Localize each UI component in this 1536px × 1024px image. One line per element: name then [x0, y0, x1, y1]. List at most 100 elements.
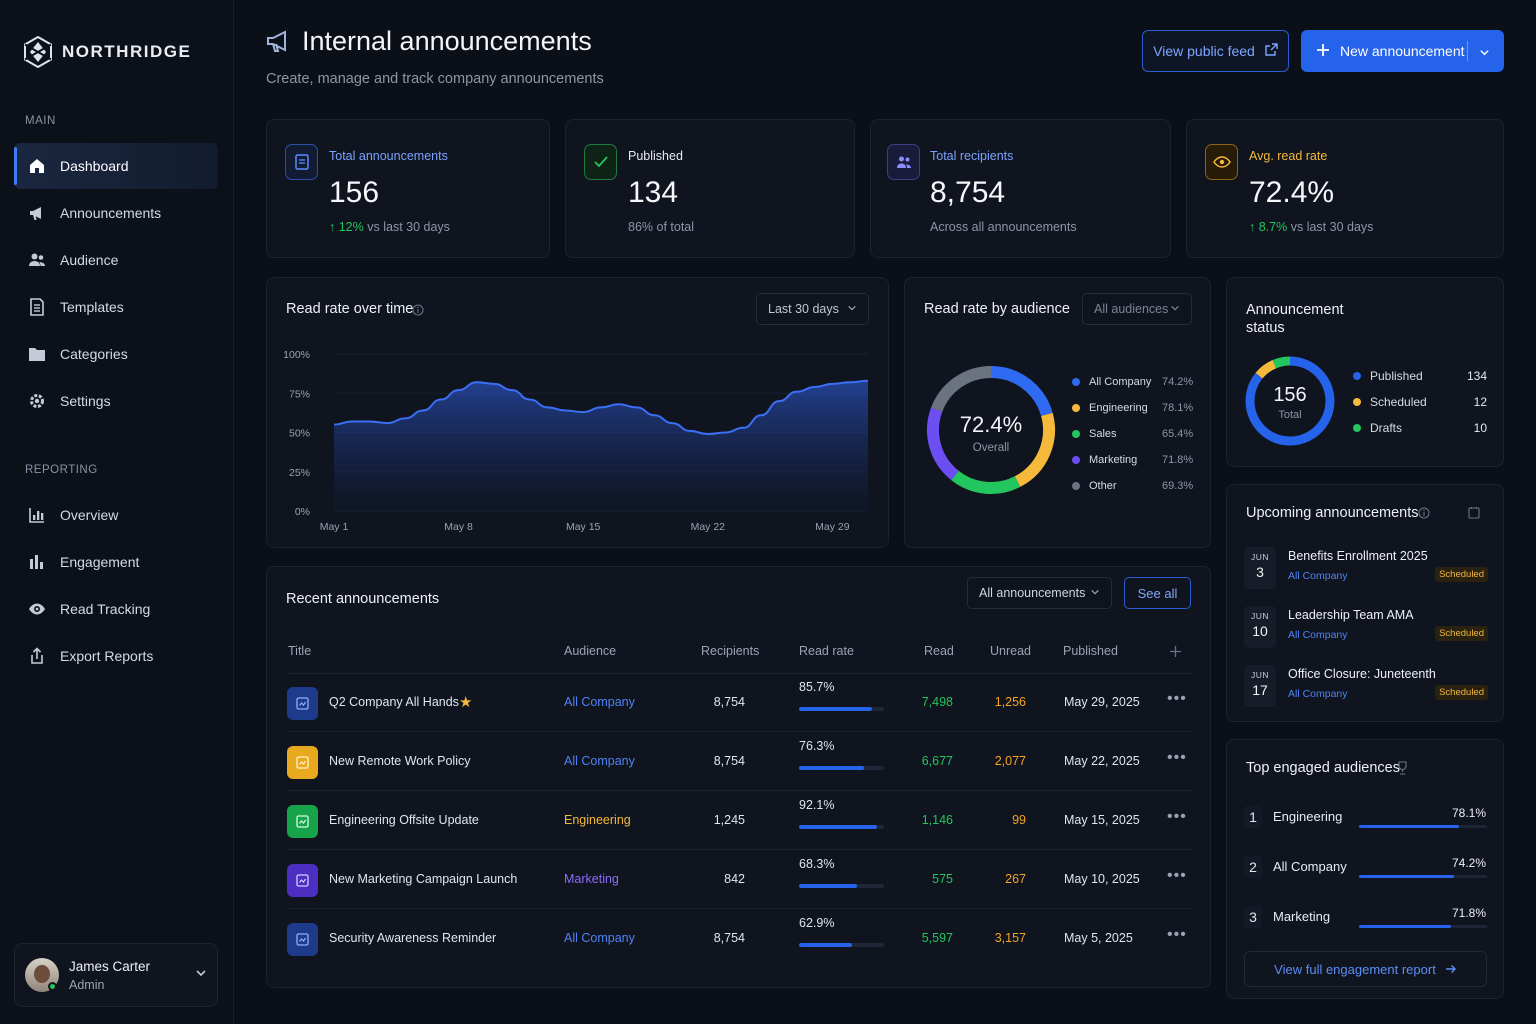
- column-header-audience[interactable]: Audience: [564, 644, 617, 658]
- legend-item: Marketing 71.8%: [1072, 454, 1193, 466]
- document-icon: [28, 298, 46, 316]
- legend-swatch: [1353, 398, 1361, 406]
- x-tick-label: May 1: [320, 521, 349, 533]
- upcoming-audience[interactable]: All Company: [1288, 570, 1348, 582]
- upcoming-item[interactable]: JUN 3 Benefits Enrollment 2025 All Company S…: [1244, 547, 1488, 591]
- rank-number: 3: [1244, 906, 1262, 928]
- sidebar-item-templates[interactable]: Templates: [14, 284, 218, 330]
- legend-item: Drafts 10: [1353, 421, 1487, 435]
- info-icon[interactable]: [412, 303, 424, 321]
- audience-filter-select[interactable]: All audiences: [1082, 293, 1192, 325]
- y-tick-label: 100%: [283, 349, 310, 361]
- announcement-icon: [287, 687, 318, 720]
- star-icon[interactable]: ★: [459, 694, 473, 711]
- audience-link[interactable]: All Company: [564, 931, 635, 945]
- sidebar-item-engagement[interactable]: Engagement: [14, 539, 218, 585]
- engaged-audience-item[interactable]: 2 All Company 74.2%: [1244, 856, 1488, 882]
- user-menu[interactable]: James Carter Admin: [14, 943, 218, 1007]
- read-rate-bar-fill: [799, 766, 864, 770]
- legend-swatch: [1353, 424, 1361, 432]
- legend-value: 12: [1473, 395, 1487, 409]
- sidebar-item-overview[interactable]: Overview: [14, 492, 218, 538]
- audience-link[interactable]: Engineering: [564, 813, 631, 827]
- sidebar-item-audience[interactable]: Audience: [14, 237, 218, 283]
- stat-change-value: 8.7%: [1258, 220, 1288, 234]
- column-header-unread[interactable]: Unread: [990, 644, 1031, 658]
- sidebar-item-read-tracking[interactable]: Read Tracking: [14, 586, 218, 632]
- announcement-title[interactable]: Security Awareness Reminder: [329, 931, 497, 945]
- document-icon: [285, 144, 318, 180]
- sidebar-item-label: Engagement: [60, 554, 140, 570]
- audience-link[interactable]: All Company: [564, 695, 635, 709]
- upcoming-audience[interactable]: All Company: [1288, 688, 1348, 700]
- engagement-bar: [1359, 925, 1487, 928]
- status-badge: Scheduled: [1435, 685, 1488, 700]
- column-header-published[interactable]: Published: [1063, 644, 1118, 658]
- sidebar-item-export-reports[interactable]: Export Reports: [14, 633, 218, 679]
- upcoming-item[interactable]: JUN 17 Office Closure: Juneteenth All Compa…: [1244, 665, 1488, 709]
- upcoming-item[interactable]: JUN 10 Leadership Team AMA All Company Sched…: [1244, 606, 1488, 650]
- brand-logo[interactable]: NORTHRIDGE: [24, 36, 191, 68]
- upcoming-month: JUN: [1250, 611, 1270, 621]
- engaged-audience-item[interactable]: 1 Engineering 78.1%: [1244, 806, 1488, 832]
- announcement-filter-select[interactable]: All announcements: [967, 577, 1112, 609]
- announcement-title[interactable]: Q2 Company All Hands: [329, 695, 459, 709]
- section-label-main: MAIN: [25, 115, 56, 127]
- column-header-read-rate[interactable]: Read rate: [799, 644, 854, 658]
- engagement-bar-fill: [1359, 825, 1459, 828]
- sidebar-item-label: Export Reports: [60, 648, 154, 664]
- sidebar-item-dashboard[interactable]: Dashboard: [14, 143, 218, 189]
- read-rate-value: 68.3%: [799, 857, 835, 871]
- published-date: May 29, 2025: [1064, 695, 1140, 709]
- column-header-recipients[interactable]: Recipients: [701, 644, 760, 658]
- row-menu-icon[interactable]: •••: [1167, 867, 1187, 884]
- legend-swatch: [1353, 372, 1361, 380]
- see-all-button[interactable]: See all: [1124, 577, 1191, 609]
- read-rate-value: 62.9%: [799, 916, 835, 930]
- chevron-down-icon[interactable]: [1479, 45, 1490, 61]
- upcoming-audience[interactable]: All Company: [1288, 629, 1348, 641]
- info-icon[interactable]: [1418, 506, 1430, 524]
- legend-swatch: [1072, 404, 1080, 412]
- column-header-read[interactable]: Read: [924, 644, 954, 658]
- view-public-feed-button[interactable]: View public feed: [1142, 30, 1289, 72]
- legend-swatch: [1072, 456, 1080, 464]
- row-menu-icon[interactable]: •••: [1167, 749, 1187, 766]
- online-status-icon: [48, 982, 57, 991]
- legend-swatch: [1072, 482, 1080, 490]
- engaged-audience-item[interactable]: 3 Marketing 71.8%: [1244, 906, 1488, 932]
- row-menu-icon[interactable]: •••: [1167, 926, 1187, 943]
- folder-icon: [28, 345, 46, 363]
- donut-center-label: Total: [1278, 409, 1302, 421]
- announcement-icon: [287, 746, 318, 779]
- engagement-bar: [1359, 875, 1487, 878]
- sidebar-item-categories[interactable]: Categories: [14, 331, 218, 377]
- column-header-title[interactable]: Title: [288, 644, 312, 658]
- sidebar-item-announcements[interactable]: Announcements: [14, 190, 218, 236]
- status-badge: Scheduled: [1435, 567, 1488, 582]
- sidebar-item-label: Settings: [60, 393, 111, 409]
- upcoming-day: 17: [1252, 682, 1268, 698]
- date-range-select[interactable]: Last 30 days: [756, 293, 869, 325]
- row-menu-icon[interactable]: •••: [1167, 690, 1187, 707]
- row-divider: [286, 790, 1192, 791]
- unread-count: 267: [1005, 872, 1026, 886]
- row-menu-icon[interactable]: •••: [1167, 808, 1187, 825]
- sidebar-item-settings[interactable]: Settings: [14, 378, 218, 424]
- new-announcement-button[interactable]: New announcement: [1301, 30, 1504, 72]
- audience-link[interactable]: Marketing: [564, 872, 619, 886]
- stat-label: Avg. read rate: [1249, 149, 1328, 163]
- published-date: May 15, 2025: [1064, 813, 1140, 827]
- stat-card-read-rate: Avg. read rate 72.4% ↑ 8.7% vs last 30 d…: [1186, 119, 1504, 258]
- audience-name: All Company: [1273, 859, 1347, 874]
- column-settings-icon[interactable]: [1169, 645, 1182, 663]
- chevron-down-icon: [1170, 302, 1180, 316]
- announcement-title[interactable]: Engineering Offsite Update: [329, 813, 479, 827]
- audience-link[interactable]: All Company: [564, 754, 635, 768]
- calendar-icon[interactable]: [1468, 506, 1480, 524]
- announcement-title[interactable]: New Marketing Campaign Launch: [329, 872, 518, 886]
- read-rate-area-chart: 100% 75% 50% 25% 0% May 1 May 8 May 15 May 22 Ma…: [283, 349, 869, 533]
- upcoming-title: Office Closure: Juneteenth: [1288, 667, 1436, 681]
- view-engagement-report-link[interactable]: View full engagement report: [1244, 951, 1487, 987]
- announcement-title[interactable]: New Remote Work Policy: [329, 754, 471, 768]
